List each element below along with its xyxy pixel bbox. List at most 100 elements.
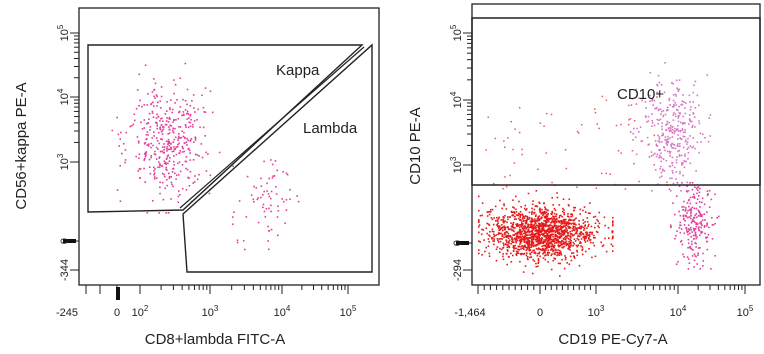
event-dot xyxy=(647,144,649,146)
event-dot xyxy=(568,240,570,243)
event-dot xyxy=(566,236,568,239)
event-dot xyxy=(505,231,508,233)
event-dot xyxy=(693,259,696,262)
event-dot xyxy=(564,149,567,151)
event-dot xyxy=(133,113,136,116)
event-dot xyxy=(543,241,546,243)
event-dot xyxy=(553,220,555,222)
event-dot xyxy=(519,232,521,234)
event-dot xyxy=(565,223,568,225)
event-dot xyxy=(683,200,685,203)
event-dot xyxy=(511,211,513,214)
event-dot xyxy=(594,111,597,114)
event-dot xyxy=(542,214,544,217)
event-dot xyxy=(593,244,596,247)
event-dot xyxy=(211,111,214,114)
event-dot xyxy=(570,233,572,235)
event-dot xyxy=(506,250,509,252)
event-dot xyxy=(532,224,535,227)
event-dot xyxy=(594,222,597,225)
event-dot xyxy=(177,162,179,165)
event-dot xyxy=(275,193,278,195)
event-dot xyxy=(490,211,492,213)
event-dot xyxy=(696,192,698,195)
event-dot xyxy=(675,159,678,161)
event-dot xyxy=(695,237,697,240)
event-dot xyxy=(184,124,187,126)
y-tick-label: 103 xyxy=(449,156,464,173)
event-dot xyxy=(493,182,495,185)
event-dot xyxy=(185,141,188,143)
event-dot xyxy=(693,207,696,210)
event-dot xyxy=(507,244,510,246)
event-dot xyxy=(530,230,533,232)
event-dot xyxy=(186,112,188,115)
event-dot xyxy=(479,241,481,243)
event-dot xyxy=(540,216,543,219)
event-dot xyxy=(556,192,558,194)
event-dot xyxy=(491,228,494,231)
event-dot xyxy=(680,224,682,227)
event-dot xyxy=(194,137,197,139)
event-dot xyxy=(546,251,549,254)
event-dot xyxy=(491,208,494,211)
event-dot xyxy=(204,111,207,113)
event-dot xyxy=(510,222,512,224)
event-dot xyxy=(148,166,151,168)
event-dot xyxy=(523,207,526,210)
event-dot xyxy=(526,208,528,210)
event-dot xyxy=(178,173,180,176)
event-dot xyxy=(511,229,513,232)
event-dot xyxy=(177,137,180,139)
event-dot xyxy=(208,192,211,195)
event-dot xyxy=(171,183,173,186)
event-dot xyxy=(148,112,151,115)
event-dot xyxy=(503,236,505,239)
event-dot xyxy=(516,223,519,226)
event-dot xyxy=(147,143,150,146)
event-dot xyxy=(567,248,570,250)
event-dot xyxy=(568,222,571,224)
event-dot xyxy=(538,215,541,217)
event-dot xyxy=(560,251,562,254)
event-dot xyxy=(552,230,554,233)
event-dot xyxy=(178,142,180,145)
event-dot xyxy=(576,245,579,248)
event-dot xyxy=(143,143,146,145)
event-dot xyxy=(605,172,607,175)
event-dot xyxy=(672,114,675,116)
event-dot xyxy=(612,245,614,247)
event-dot xyxy=(478,231,480,234)
event-dot xyxy=(612,221,614,224)
event-dot xyxy=(701,201,703,204)
event-dot xyxy=(707,193,709,195)
event-dot xyxy=(518,240,521,242)
event-dot xyxy=(652,104,654,106)
event-dot xyxy=(192,94,195,96)
event-dot xyxy=(523,227,526,230)
event-dot xyxy=(514,215,516,218)
event-dot xyxy=(494,234,496,237)
event-dot xyxy=(536,224,538,227)
event-dot xyxy=(537,243,539,246)
event-dot xyxy=(670,143,672,146)
event-dot xyxy=(546,233,549,235)
event-dot xyxy=(209,174,212,177)
event-dot xyxy=(681,162,683,164)
event-dot xyxy=(156,105,158,107)
lambda-gate-label: Lambda xyxy=(303,120,358,137)
event-dot xyxy=(657,74,660,77)
event-dot xyxy=(714,255,716,257)
event-dot xyxy=(529,249,532,251)
event-dot xyxy=(689,120,692,123)
event-dot xyxy=(674,127,676,130)
event-dot xyxy=(674,93,677,96)
event-dot xyxy=(684,129,686,131)
event-dot xyxy=(609,173,611,175)
event-dot xyxy=(662,115,664,118)
kappa-lambda-gate-border xyxy=(179,46,365,209)
event-dot xyxy=(676,145,679,147)
event-dot xyxy=(707,233,710,236)
event-dot xyxy=(515,214,518,216)
event-dot xyxy=(187,126,190,129)
